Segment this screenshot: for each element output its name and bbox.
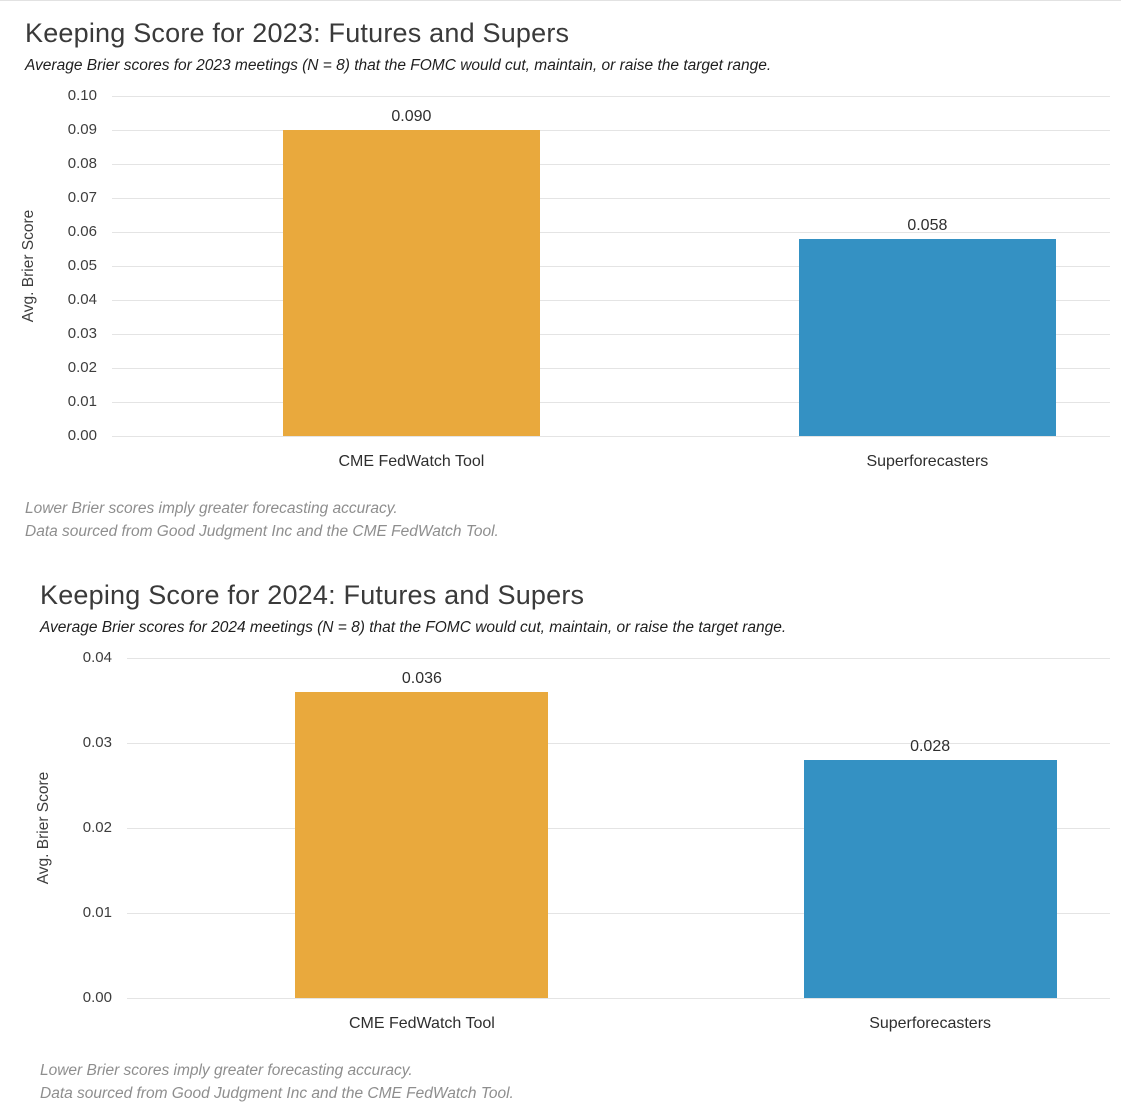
bar-superforecasters: 0.058 xyxy=(798,217,1056,436)
y-tick-label: 0.01 xyxy=(82,904,112,921)
y-tick-label: 0.05 xyxy=(67,257,97,274)
chart-subtitle-2023: Average Brier scores for 2023 meetings (… xyxy=(25,57,772,74)
bar-value-label: 0.090 xyxy=(391,108,432,125)
y-tick-label: 0.03 xyxy=(67,325,97,342)
footnote-2024: Lower Brier scores imply greater forecas… xyxy=(40,1059,1121,1105)
y-tick-label: 0.10 xyxy=(67,87,97,104)
footnote-2023: Lower Brier scores imply greater forecas… xyxy=(25,497,1121,543)
gridline xyxy=(112,367,1110,369)
chart-2024: Keeping Score for 2024: Futures and Supe… xyxy=(15,579,1121,1105)
y-tick-label: 0.03 xyxy=(82,734,112,751)
plot-row: Avg. Brier Score 0.00 0.01 0.02 0.03 0.04 0.0… xyxy=(20,87,1110,470)
x-category-label: Superforecasters xyxy=(866,453,989,470)
gridline xyxy=(112,299,1110,301)
x-category-label: Superforecasters xyxy=(869,1015,992,1032)
footnote-line-1: Lower Brier scores imply greater forecas… xyxy=(25,500,398,517)
x-category-label: CME FedWatch Tool xyxy=(348,1015,495,1032)
bar-value-label: 0.058 xyxy=(907,216,948,234)
bar-value-label: 0.028 xyxy=(910,738,951,755)
chart-subtitle-2024: Average Brier scores for 2024 meetings (… xyxy=(40,619,787,636)
y-tick-label: 0.04 xyxy=(67,291,97,308)
chart-title-2023: Keeping Score for 2023: Futures and Supe… xyxy=(25,18,570,48)
gridline xyxy=(127,742,1110,744)
chart-2023: Keeping Score for 2023: Futures and Supe… xyxy=(0,1,1121,543)
y-tick-label: 0.09 xyxy=(67,121,97,138)
gridline xyxy=(112,333,1110,335)
bar-value-label: 0.036 xyxy=(401,670,442,687)
gridline xyxy=(127,657,1110,659)
footnote-line-2: Data sourced from Good Judgment Inc and … xyxy=(25,523,499,540)
gridline xyxy=(112,265,1110,267)
bar-cme-fedwatch-tool: 0.090 xyxy=(282,108,540,436)
gridline xyxy=(112,401,1110,403)
y-tick-label: 0.08 xyxy=(67,155,97,172)
gridline xyxy=(127,827,1110,829)
gridline xyxy=(112,197,1110,199)
y-tick-label: 0.02 xyxy=(67,359,97,376)
y-tick-label: 0.02 xyxy=(82,819,112,836)
plot-row: Avg. Brier Score 0.00 0.01 0.02 0.03 0.04 0.0… xyxy=(35,649,1110,1032)
gridline xyxy=(112,435,1110,437)
plot-area-2024: Avg. Brier Score 0.00 0.01 0.02 0.03 0.04 0.0… xyxy=(35,649,1110,1032)
gridline xyxy=(112,95,1110,97)
y-tick-label: 0.01 xyxy=(67,393,97,410)
gridline xyxy=(112,129,1110,131)
y-tick-label: 0.00 xyxy=(82,989,112,1006)
bar-cme-fedwatch-tool: 0.036 xyxy=(295,670,549,998)
y-tick-label: 0.06 xyxy=(67,223,97,240)
y-tick-label: 0.07 xyxy=(67,189,97,206)
y-tick-label: 0.04 xyxy=(82,649,112,666)
plot-area-2023: Avg. Brier Score 0.00 0.01 0.02 0.03 0.04 0.0… xyxy=(20,87,1110,470)
x-category-label: CME FedWatch Tool xyxy=(338,453,485,470)
y-tick-label: 0.00 xyxy=(67,427,97,444)
bar-superforecasters: 0.028 xyxy=(803,738,1057,998)
footnote-line-2: Data sourced from Good Judgment Inc and … xyxy=(40,1085,514,1102)
gridline xyxy=(127,997,1110,999)
footnote-line-1: Lower Brier scores imply greater forecas… xyxy=(40,1062,413,1079)
gridline xyxy=(127,912,1110,914)
gridline xyxy=(112,231,1110,233)
chart-title-2024: Keeping Score for 2024: Futures and Supe… xyxy=(40,580,585,610)
gridline xyxy=(112,163,1110,165)
